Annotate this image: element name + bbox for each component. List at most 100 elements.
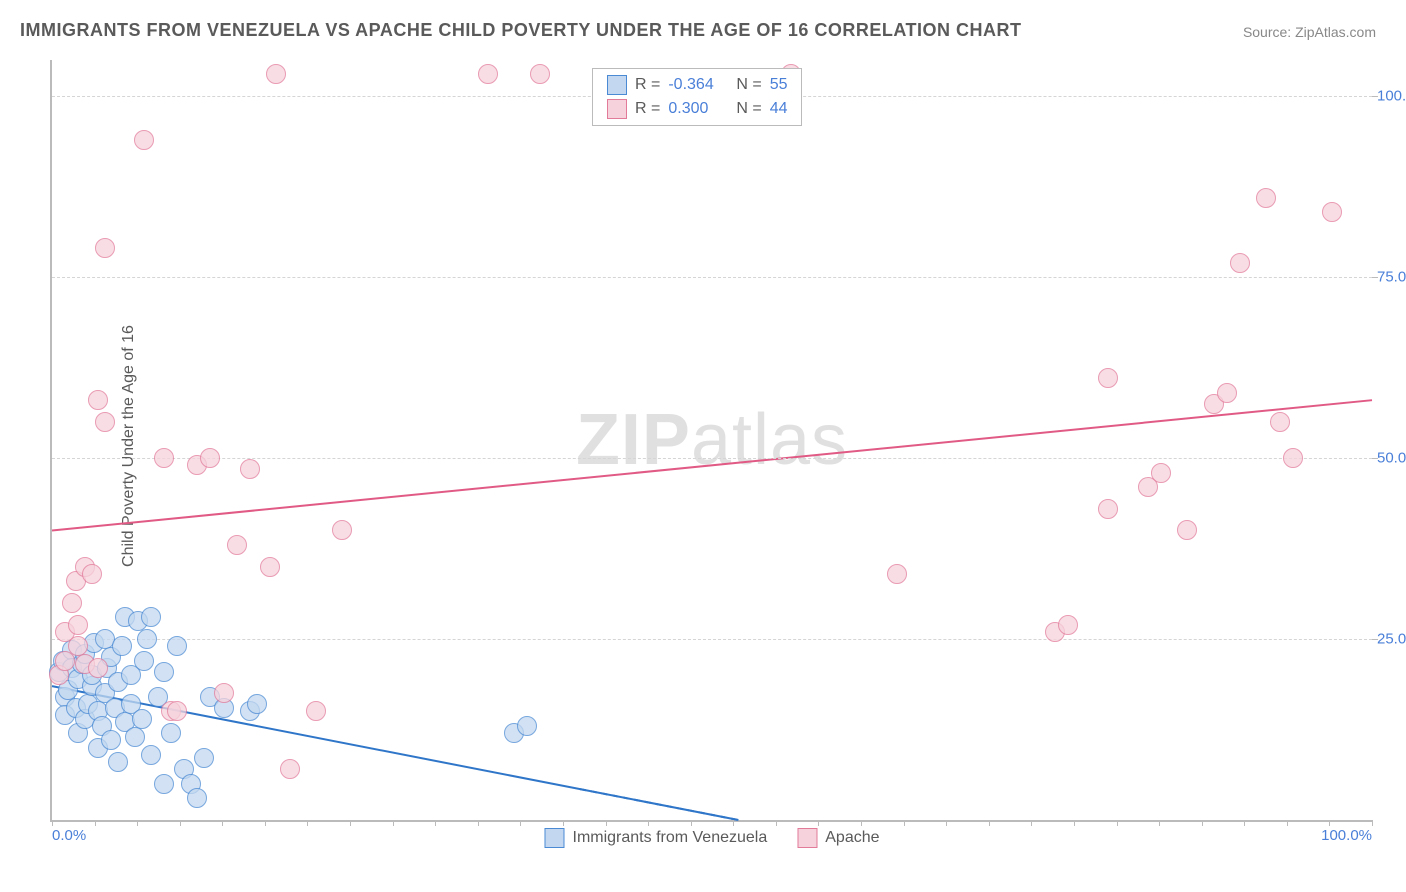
data-point <box>1322 202 1342 222</box>
series-legend: Immigrants from Venezuela Apache <box>544 828 879 848</box>
data-point <box>68 615 88 635</box>
legend-swatch <box>544 828 564 848</box>
data-point <box>125 727 145 747</box>
data-point <box>62 593 82 613</box>
data-point <box>478 64 498 84</box>
y-tick-mark <box>1372 277 1378 278</box>
data-point <box>1217 383 1237 403</box>
data-point <box>227 535 247 555</box>
x-tick-mark <box>563 820 564 826</box>
data-point <box>82 564 102 584</box>
x-tick-mark <box>733 820 734 826</box>
x-tick-mark <box>520 820 521 826</box>
n-value: 44 <box>770 97 788 121</box>
r-value: -0.364 <box>668 73 728 97</box>
legend-item: Immigrants from Venezuela <box>544 828 767 848</box>
legend-swatch <box>607 99 627 119</box>
x-tick-mark <box>818 820 819 826</box>
data-point <box>200 448 220 468</box>
data-point <box>266 64 286 84</box>
y-tick-label: 100.0% <box>1377 88 1406 105</box>
x-tick-mark <box>478 820 479 826</box>
data-point <box>134 130 154 150</box>
x-tick-mark <box>606 820 607 826</box>
x-tick-mark <box>1372 820 1373 826</box>
source-name: ZipAtlas.com <box>1295 24 1376 40</box>
data-point <box>306 701 326 721</box>
data-point <box>95 412 115 432</box>
y-tick-mark <box>1372 458 1378 459</box>
legend-item: Apache <box>797 828 879 848</box>
data-point <box>1098 499 1118 519</box>
x-tick-label: 0.0% <box>52 827 86 844</box>
x-tick-mark <box>137 820 138 826</box>
data-point <box>1058 615 1078 635</box>
data-point <box>214 683 234 703</box>
data-point <box>137 629 157 649</box>
y-tick-mark <box>1372 639 1378 640</box>
x-tick-mark <box>776 820 777 826</box>
correlation-legend: R = -0.364 N = 55R = 0.300 N = 44 <box>592 68 802 126</box>
legend-swatch <box>607 75 627 95</box>
x-tick-mark <box>1159 820 1160 826</box>
trend-line-dashed <box>580 789 738 820</box>
data-point <box>154 662 174 682</box>
y-tick-label: 25.0% <box>1377 631 1406 648</box>
data-point <box>154 774 174 794</box>
data-point <box>1256 188 1276 208</box>
y-tick-label: 75.0% <box>1377 269 1406 286</box>
gridline <box>52 277 1372 278</box>
x-tick-mark <box>52 820 53 826</box>
data-point <box>517 716 537 736</box>
data-point <box>101 730 121 750</box>
x-tick-mark <box>435 820 436 826</box>
data-point <box>194 748 214 768</box>
r-value: 0.300 <box>668 97 728 121</box>
data-point <box>247 694 267 714</box>
x-tick-mark <box>1031 820 1032 826</box>
data-point <box>132 709 152 729</box>
data-point <box>1098 368 1118 388</box>
x-tick-mark <box>1329 820 1330 826</box>
data-point <box>332 520 352 540</box>
y-tick-mark <box>1372 96 1378 97</box>
data-point <box>154 448 174 468</box>
data-point <box>530 64 550 84</box>
n-label: N = <box>736 97 761 121</box>
data-point <box>1151 463 1171 483</box>
data-point <box>1283 448 1303 468</box>
data-point <box>260 557 280 577</box>
x-tick-mark <box>1202 820 1203 826</box>
legend-label: Immigrants from Venezuela <box>572 829 767 847</box>
data-point <box>167 636 187 656</box>
x-tick-mark <box>691 820 692 826</box>
data-point <box>141 745 161 765</box>
x-tick-mark <box>861 820 862 826</box>
x-tick-mark <box>350 820 351 826</box>
data-point <box>280 759 300 779</box>
data-point <box>167 701 187 721</box>
data-point <box>108 752 128 772</box>
data-point <box>88 390 108 410</box>
x-tick-mark <box>265 820 266 826</box>
x-tick-mark <box>1074 820 1075 826</box>
x-tick-mark <box>1287 820 1288 826</box>
x-tick-mark <box>946 820 947 826</box>
x-tick-mark <box>1244 820 1245 826</box>
x-tick-mark <box>95 820 96 826</box>
x-tick-mark <box>180 820 181 826</box>
x-tick-mark <box>307 820 308 826</box>
data-point <box>887 564 907 584</box>
data-point <box>187 788 207 808</box>
x-tick-mark <box>648 820 649 826</box>
legend-label: Apache <box>825 829 879 847</box>
n-label: N = <box>736 73 761 97</box>
data-point <box>141 607 161 627</box>
data-point <box>68 636 88 656</box>
chart-title: IMMIGRANTS FROM VENEZUELA VS APACHE CHIL… <box>20 20 1022 41</box>
data-point <box>1230 253 1250 273</box>
data-point <box>88 658 108 678</box>
data-point <box>1177 520 1197 540</box>
plot-area: ZIPatlas 25.0%50.0%75.0%100.0%0.0%100.0%… <box>50 60 1372 822</box>
x-tick-mark <box>904 820 905 826</box>
